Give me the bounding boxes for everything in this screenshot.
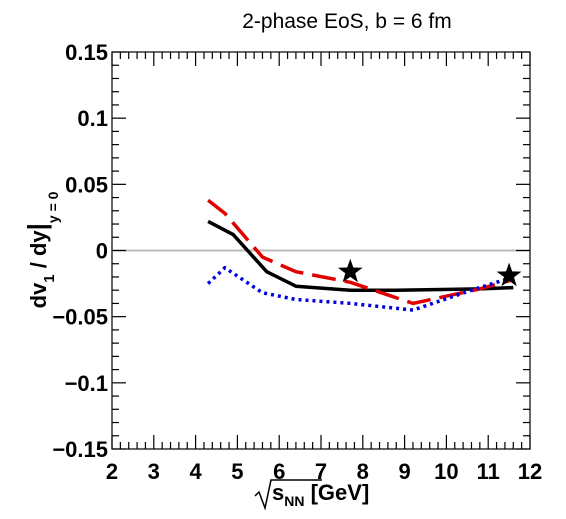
x-tick-label: 10 (434, 459, 458, 484)
y-axis-label-text: dv1 / dy|y = 0 (22, 191, 61, 308)
x-tick-label: 11 (477, 459, 500, 484)
ylabel-bar: | (22, 223, 52, 230)
x-tick-label: 6 (273, 459, 285, 484)
ylabel-sub: 1 (41, 274, 58, 282)
y-tick-label: −0.1 (65, 371, 108, 396)
ylabel-rest: / dy (26, 230, 51, 275)
x-tick-label: 2 (106, 459, 118, 484)
ylabel-cond: y = 0 (45, 191, 61, 223)
y-tick-label: 0.1 (77, 106, 108, 131)
y-tick-label: 0 (96, 239, 108, 264)
x-tick-label: 9 (398, 459, 410, 484)
series-line-dashed (207, 198, 514, 306)
chart-title: 2-phase EoS, b = 6 fm (242, 10, 452, 33)
y-tick-label: 0.15 (65, 40, 108, 65)
x-tick-label: 7 (315, 459, 327, 484)
y-tick-label: −0.15 (52, 437, 108, 462)
ylabel-main: dv (26, 282, 51, 308)
xlabel-unit: [GeV] (304, 480, 369, 505)
xlabel-s: s (272, 480, 284, 505)
star-marker (337, 258, 363, 283)
series-line-dotted (206, 265, 514, 312)
star-marker (496, 262, 522, 287)
x-tick-label: 4 (189, 459, 202, 484)
y-tick-label: −0.05 (52, 305, 108, 330)
xlabel-sub: NN (284, 493, 304, 509)
y-tick-label: 0.05 (65, 172, 108, 197)
sqrt-icon (254, 479, 322, 511)
x-tick-label: 12 (518, 459, 542, 484)
x-axis-label: sNN [GeV] (254, 479, 369, 511)
x-tick-label: 8 (357, 459, 369, 484)
y-axis-label: dv1 / dy|y = 0 (22, 191, 61, 308)
x-tick-label: 5 (231, 459, 243, 484)
x-tick-label: 3 (148, 459, 160, 484)
x-axis-label-text: sNN [GeV] (272, 480, 369, 509)
series-line-solid (207, 219, 514, 292)
